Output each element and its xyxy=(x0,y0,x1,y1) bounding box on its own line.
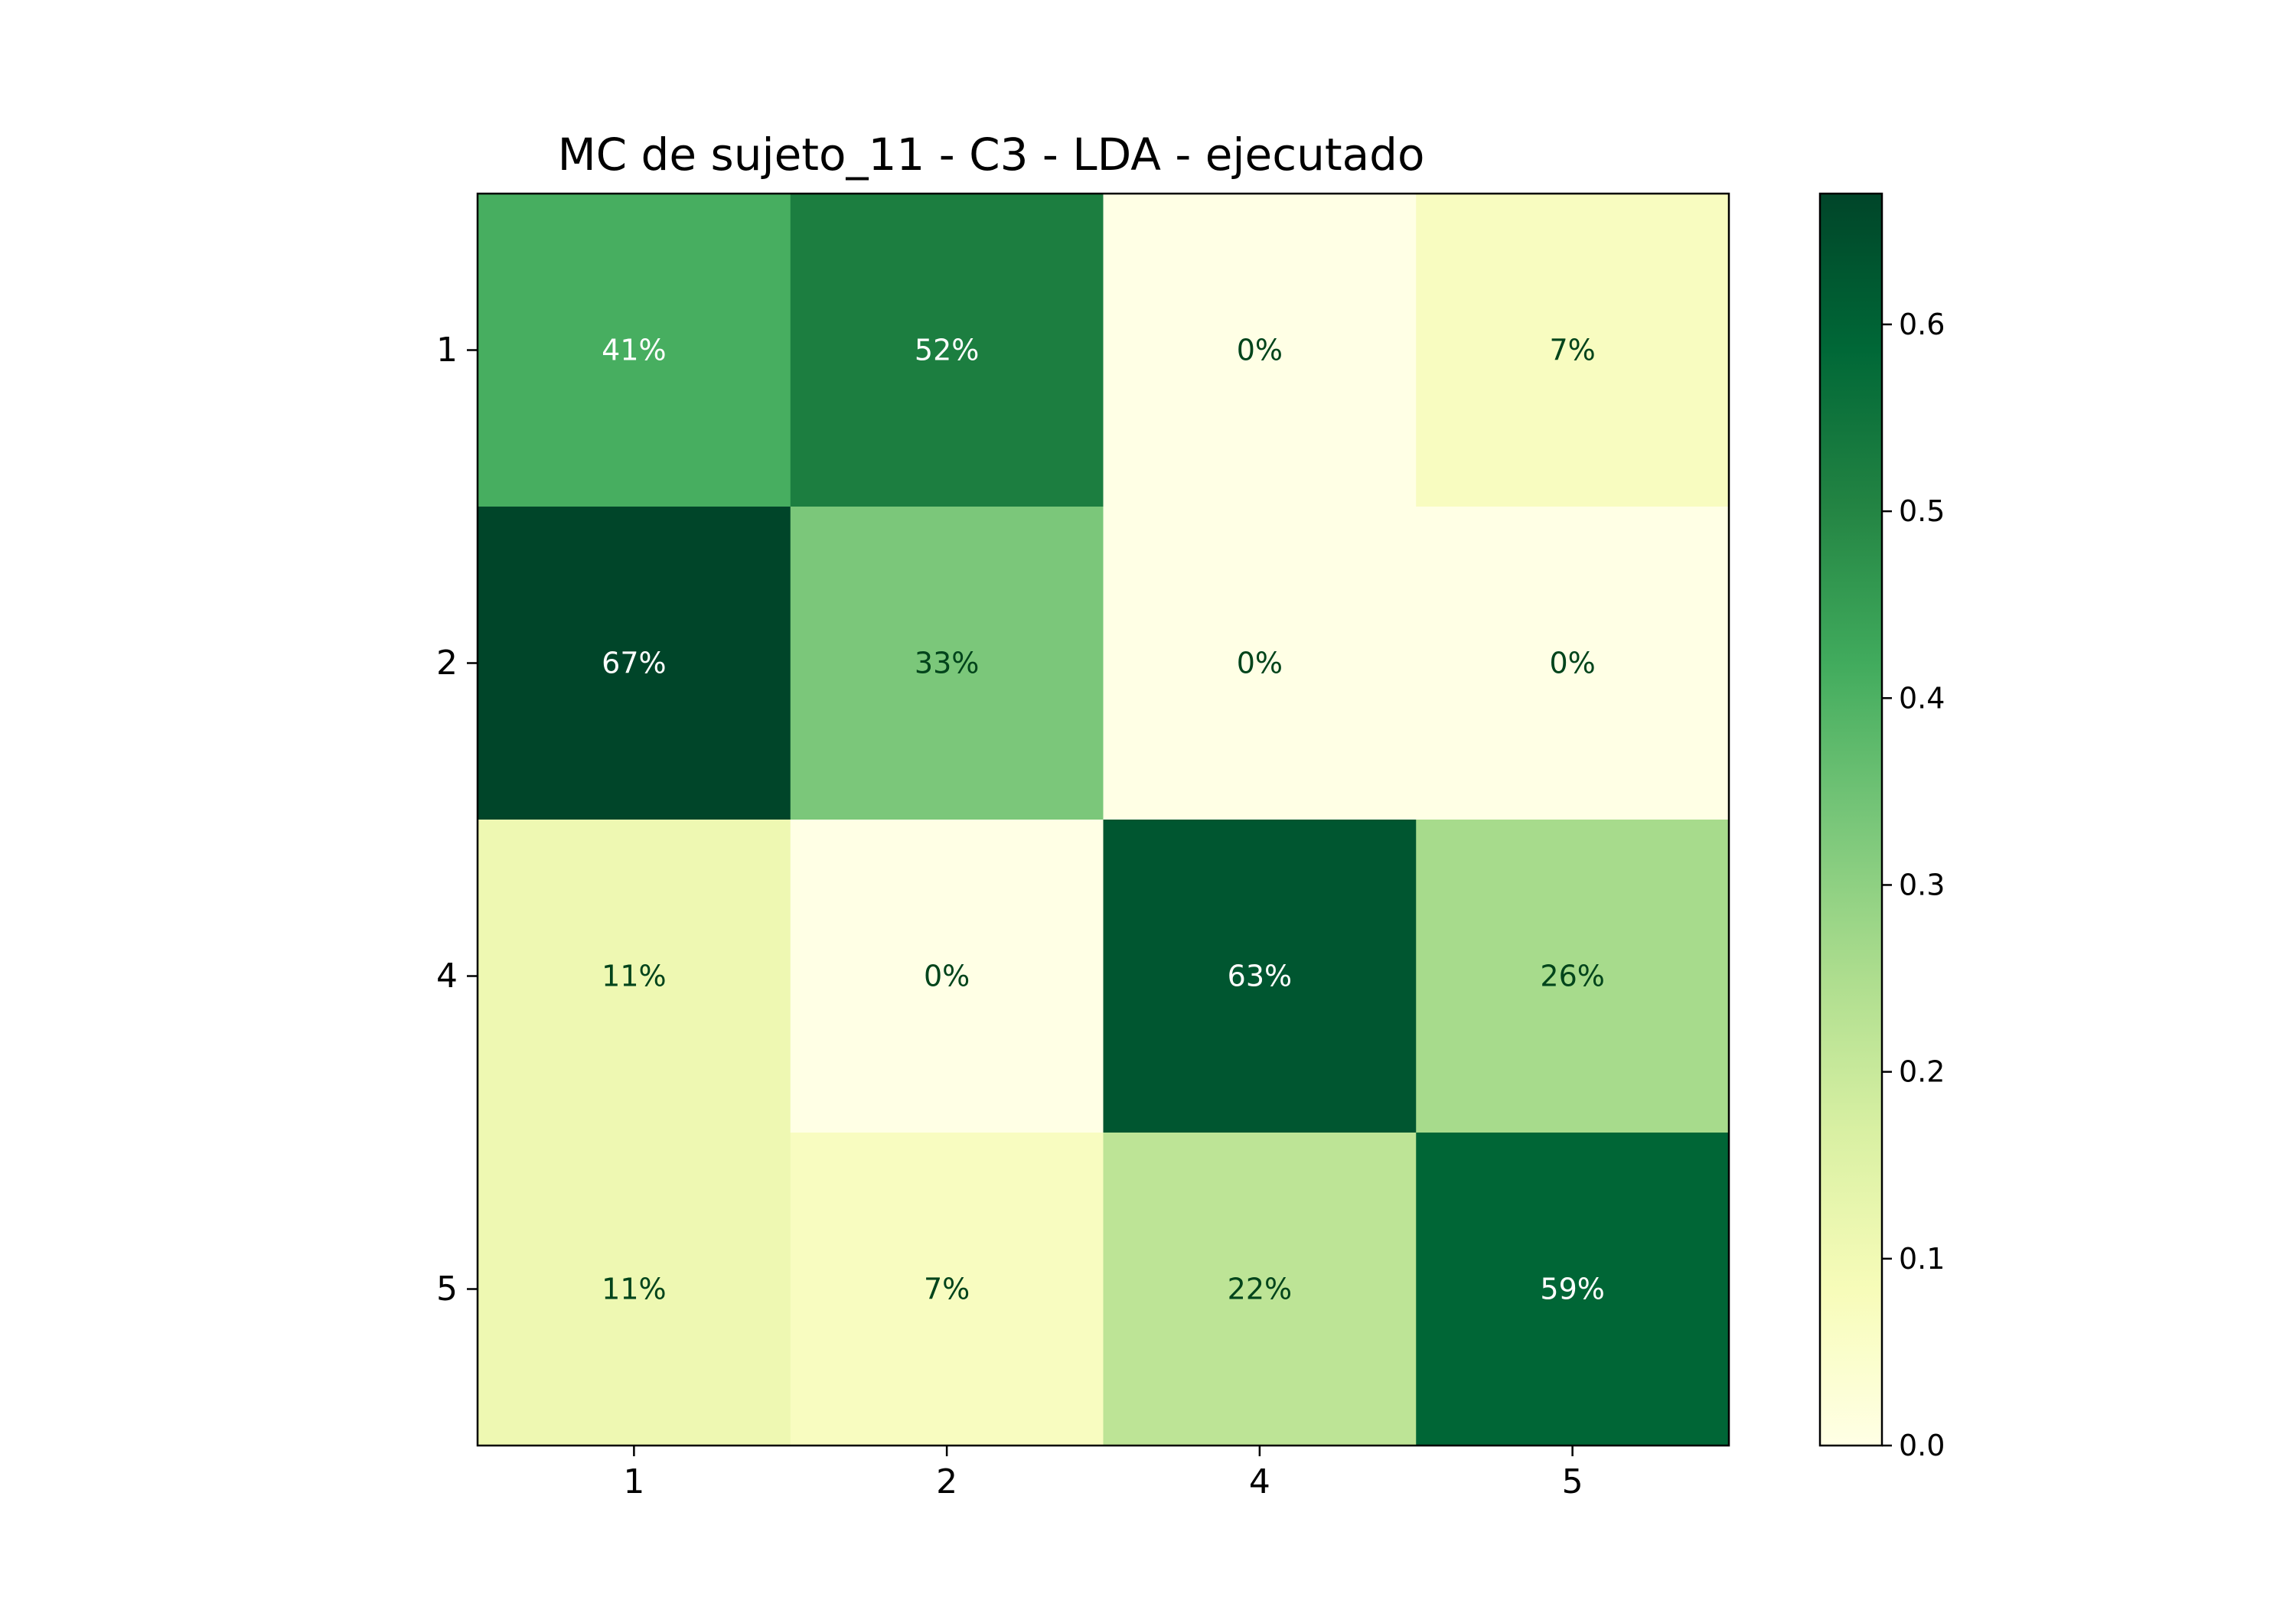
colorbar-tick-label: 0.3 xyxy=(1899,868,1945,901)
cell-value-label: 41% xyxy=(602,334,666,367)
cell-value-label: 22% xyxy=(1228,1273,1292,1306)
y-tick-label: 1 xyxy=(436,331,458,370)
heatmap-cell xyxy=(1103,1133,1417,1446)
cell-value-label: 11% xyxy=(602,1273,666,1306)
y-axis: 1 2 4 5 xyxy=(436,331,478,1309)
x-tick-label: 2 xyxy=(936,1462,957,1501)
x-axis: 1 2 4 5 xyxy=(623,1446,1583,1501)
colorbar-tick-label: 0.6 xyxy=(1899,308,1945,341)
heatmap-cells xyxy=(478,194,1730,1446)
cell-value-label: 26% xyxy=(1540,960,1604,993)
heatmap-cell xyxy=(1103,507,1417,820)
heatmap-cell xyxy=(478,507,791,820)
colorbar-tick-label: 0.4 xyxy=(1899,681,1945,715)
colorbar xyxy=(1818,192,1883,1447)
cell-value-label: 52% xyxy=(915,334,979,367)
cell-value-label: 0% xyxy=(1549,647,1595,680)
cell-value-label: 0% xyxy=(1237,334,1283,367)
heatmap-cell xyxy=(1416,820,1730,1133)
cell-value-label: 7% xyxy=(924,1273,970,1306)
chart-title: MC de sujeto_11 - C3 - LDA - ejecutado xyxy=(558,129,1425,181)
colorbar-tick-label: 0.0 xyxy=(1899,1429,1945,1462)
x-tick-label: 4 xyxy=(1249,1462,1270,1501)
y-tick-label: 5 xyxy=(436,1270,458,1309)
heatmap-cell xyxy=(1416,507,1730,820)
heatmap-cell xyxy=(1416,1133,1730,1446)
plot-frame xyxy=(476,192,1730,1447)
colorbar-axis: 0.0 0.1 0.2 0.3 0.4 0.5 0.6 xyxy=(1882,308,1945,1462)
heatmap-cell xyxy=(790,507,1104,820)
heatmap-cell xyxy=(478,1133,791,1446)
cell-value-label: 33% xyxy=(915,647,979,680)
colorbar-tick-label: 0.1 xyxy=(1899,1242,1945,1276)
y-tick-label: 2 xyxy=(436,644,458,683)
heatmap-cell xyxy=(478,820,791,1133)
heatmap-cell xyxy=(790,194,1104,507)
heatmap-cell xyxy=(1416,194,1730,507)
cell-value-label: 0% xyxy=(924,960,970,993)
x-tick-label: 5 xyxy=(1562,1462,1583,1501)
heatmap-cell xyxy=(790,820,1104,1133)
cell-value-label: 7% xyxy=(1549,334,1595,367)
colorbar-tick-label: 0.2 xyxy=(1899,1055,1945,1089)
cell-value-label: 11% xyxy=(602,960,666,993)
heatmap-cell xyxy=(1103,820,1417,1133)
cell-value-label: 63% xyxy=(1228,960,1292,993)
cell-value-label: 0% xyxy=(1237,647,1283,680)
cell-value-label: 67% xyxy=(602,647,666,680)
heatmap-cell-labels: 41% 52% 0% 7% 67% 33% 0% 0% 11% 0% 63% 26% 11% 7% 22% 5… xyxy=(602,334,1605,1306)
y-tick-label: 4 xyxy=(436,957,458,996)
heatmap-cell xyxy=(478,194,791,507)
heatmap-cell xyxy=(1103,194,1417,507)
heatmap-cell xyxy=(790,1133,1104,1446)
x-tick-label: 1 xyxy=(623,1462,644,1501)
cell-value-label: 59% xyxy=(1540,1273,1604,1306)
colorbar-tick-label: 0.5 xyxy=(1899,494,1945,528)
